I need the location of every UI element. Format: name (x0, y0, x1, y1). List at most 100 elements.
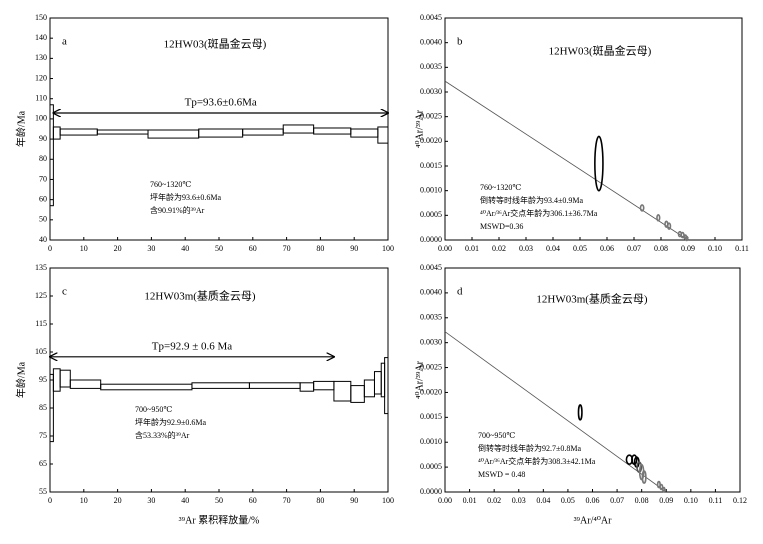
y-tick-label: 0.0045 (420, 13, 442, 22)
x-axis-label: ³⁹Ar 累积释放量/% (179, 513, 260, 526)
step-box (248, 382, 301, 389)
step-box (384, 357, 389, 415)
x-tick-label: 0.01 (465, 244, 479, 253)
y-tick-label: 110 (35, 94, 47, 103)
y-tick-label: 75 (39, 431, 47, 440)
x-tick-label: 0.03 (512, 496, 526, 505)
step-box (191, 382, 250, 389)
y-tick-label: 135 (35, 263, 47, 272)
step-box (380, 362, 386, 398)
step-box (59, 369, 71, 388)
x-tick-label: 0.09 (659, 496, 673, 505)
annotation: 760~1320℃ (480, 183, 521, 192)
x-tick-label: 0.06 (586, 496, 600, 505)
x-tick-label: 60 (249, 496, 257, 505)
y-tick-label: 100 (35, 114, 47, 123)
x-tick-label: 50 (215, 496, 223, 505)
step-box (282, 124, 315, 134)
data-ellipse (659, 483, 664, 491)
step-box (299, 382, 315, 392)
plateau-label: Tp=93.6±0.6Ma (185, 96, 257, 108)
y-tick-label: 0.0025 (420, 362, 442, 371)
y-tick-label: 80 (39, 154, 47, 163)
x-tick-label: 10 (80, 496, 88, 505)
x-tick-label: 100 (382, 496, 394, 505)
y-tick-label: 0.0040 (420, 37, 442, 46)
y-tick-label: 0.0010 (420, 185, 442, 194)
step-box (350, 128, 379, 138)
x-tick-label: 90 (350, 496, 358, 505)
y-axis-label: 年龄/Ma (14, 361, 27, 398)
x-tick-label: 30 (147, 244, 155, 253)
y-tick-label: 0.0005 (420, 462, 442, 471)
annotation: ⁴⁰Ar/³⁶Ar交点年龄为306.1±36.7Ma (480, 208, 598, 218)
y-tick-label: 0.0005 (420, 210, 442, 219)
annotation: 倒转等时线年龄为92.7±0.8Ma (478, 443, 582, 453)
x-tick-label: 60 (249, 244, 257, 253)
annotation: 坪年龄为93.6±0.6Ma (150, 192, 222, 202)
x-tick-label: 20 (114, 496, 122, 505)
panel-label: b (457, 36, 463, 48)
step-box (59, 128, 98, 136)
x-tick-label: 50 (215, 244, 223, 253)
annotation: 760~1320℃ (150, 180, 191, 189)
panel-title: 12HW03m(基质金云母) (536, 292, 648, 306)
y-tick-label: 0.0020 (420, 136, 442, 145)
data-ellipse (594, 135, 604, 192)
panel-title: 12HW03(斑晶金云母) (549, 44, 652, 58)
step-box (147, 129, 200, 139)
panel-label: c (62, 286, 67, 298)
annotation: MSWD=0.36 (480, 222, 523, 231)
step-box (100, 383, 193, 391)
x-tick-label: 80 (316, 244, 324, 253)
step-box (242, 128, 284, 136)
y-tick-label: 0.0045 (420, 263, 442, 272)
x-tick-label: 0.02 (492, 244, 506, 253)
x-tick-label: 100 (382, 244, 394, 253)
x-tick-label: 0.05 (573, 244, 587, 253)
x-tick-label: 0.03 (519, 244, 533, 253)
x-tick-label: 30 (147, 496, 155, 505)
annotation: 含90.91%的³⁹Ar (150, 205, 205, 215)
x-tick-label: 0 (48, 496, 52, 505)
y-tick-label: 0.0030 (420, 87, 442, 96)
data-ellipse (577, 404, 583, 421)
x-tick-label: 0.08 (635, 496, 649, 505)
x-tick-label: 0.07 (627, 244, 641, 253)
x-tick-label: 0.02 (487, 496, 501, 505)
annotation: 700~950℃ (135, 405, 172, 414)
x-tick-label: 0.06 (600, 244, 614, 253)
y-tick-label: 40 (39, 235, 47, 244)
y-tick-label: 140 (35, 33, 47, 42)
x-tick-label: 20 (114, 244, 122, 253)
y-tick-label: 60 (39, 194, 47, 203)
data-ellipse (684, 235, 689, 242)
data-ellipse (666, 222, 672, 230)
annotation: 倒转等时线年龄为93.4±0.9Ma (480, 195, 584, 205)
x-axis-label: ³⁹Ar/⁴⁰Ar (574, 515, 613, 526)
step-box (52, 368, 61, 392)
x-tick-label: 0.00 (438, 496, 452, 505)
y-tick-label: 95 (39, 375, 47, 384)
step-box (49, 104, 54, 207)
panel-label: d (457, 286, 463, 298)
data-ellipse (662, 486, 666, 493)
x-tick-label: 0.04 (546, 244, 560, 253)
y-tick-label: 125 (35, 291, 47, 300)
x-tick-label: 80 (316, 496, 324, 505)
x-tick-label: 10 (80, 244, 88, 253)
step-box (69, 379, 102, 389)
panel-title: 12HW03(斑晶金云母) (164, 37, 267, 51)
step-box (198, 128, 244, 138)
x-tick-label: 0.01 (463, 496, 477, 505)
x-tick-label: 0.04 (536, 496, 550, 505)
y-tick-label: 0.0030 (420, 337, 442, 346)
y-tick-label: 70 (39, 174, 47, 183)
x-tick-label: 0.08 (654, 244, 668, 253)
x-tick-label: 0.05 (561, 496, 575, 505)
y-tick-label: 0.0000 (420, 487, 442, 496)
y-tick-label: 115 (35, 319, 47, 328)
x-tick-label: 0.11 (709, 496, 723, 505)
x-tick-label: 0.00 (438, 244, 452, 253)
